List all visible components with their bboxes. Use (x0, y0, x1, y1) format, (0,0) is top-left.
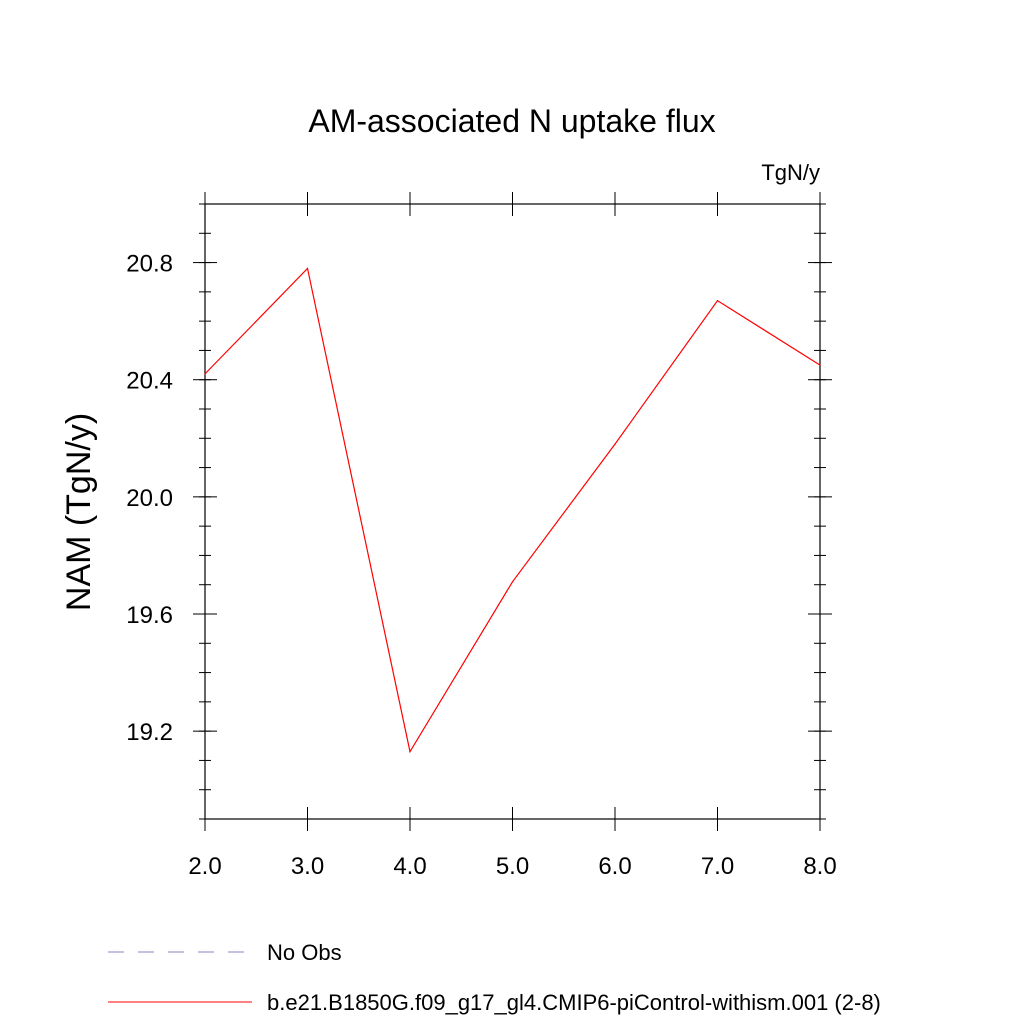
x-tick-label: 5.0 (496, 853, 529, 880)
x-tick-label: 6.0 (598, 853, 631, 880)
legend-label-model: b.e21.B1850G.f09_g17_gl4.CMIP6-piControl… (267, 990, 881, 1015)
plot-area (204, 203, 821, 820)
series-point (511, 581, 514, 583)
y-tick-labels: 19.2 19.6 20.0 20.4 20.8 (126, 251, 173, 747)
legend: No Obs b.e21.B1850G.f09_g17_gl4.CMIP6-pi… (108, 940, 881, 1015)
series-line-0 (204, 267, 821, 754)
x-tick-label: 8.0 (803, 853, 836, 880)
series-point (306, 267, 309, 270)
y-tick-label: 20.0 (126, 485, 173, 512)
y-tick-label: 19.6 (126, 602, 173, 629)
x-tick-label: 7.0 (701, 853, 734, 880)
legend-label-no-obs: No Obs (267, 940, 342, 965)
plot-border (204, 203, 821, 820)
series-point (819, 364, 821, 366)
y-tick-label: 20.4 (126, 368, 173, 395)
x-tick-label: 2.0 (188, 853, 221, 880)
series-layer (204, 267, 821, 754)
series-point (409, 751, 411, 753)
units-label: TgN/y (761, 160, 820, 185)
y-axis-label: NAM (TgN/y) (60, 413, 98, 611)
series-point (716, 300, 719, 302)
axis-ticks (193, 192, 832, 831)
x-tick-label: 4.0 (393, 853, 426, 880)
series-point (614, 443, 616, 445)
y-tick-label: 19.2 (126, 719, 173, 746)
y-tick-label: 20.8 (126, 251, 173, 278)
chart-title: AM-associated N uptake flux (308, 103, 715, 139)
x-tick-labels: 2.0 3.0 4.0 5.0 6.0 7.0 8.0 (188, 853, 836, 880)
series-point (204, 373, 206, 375)
x-tick-label: 3.0 (291, 853, 324, 880)
